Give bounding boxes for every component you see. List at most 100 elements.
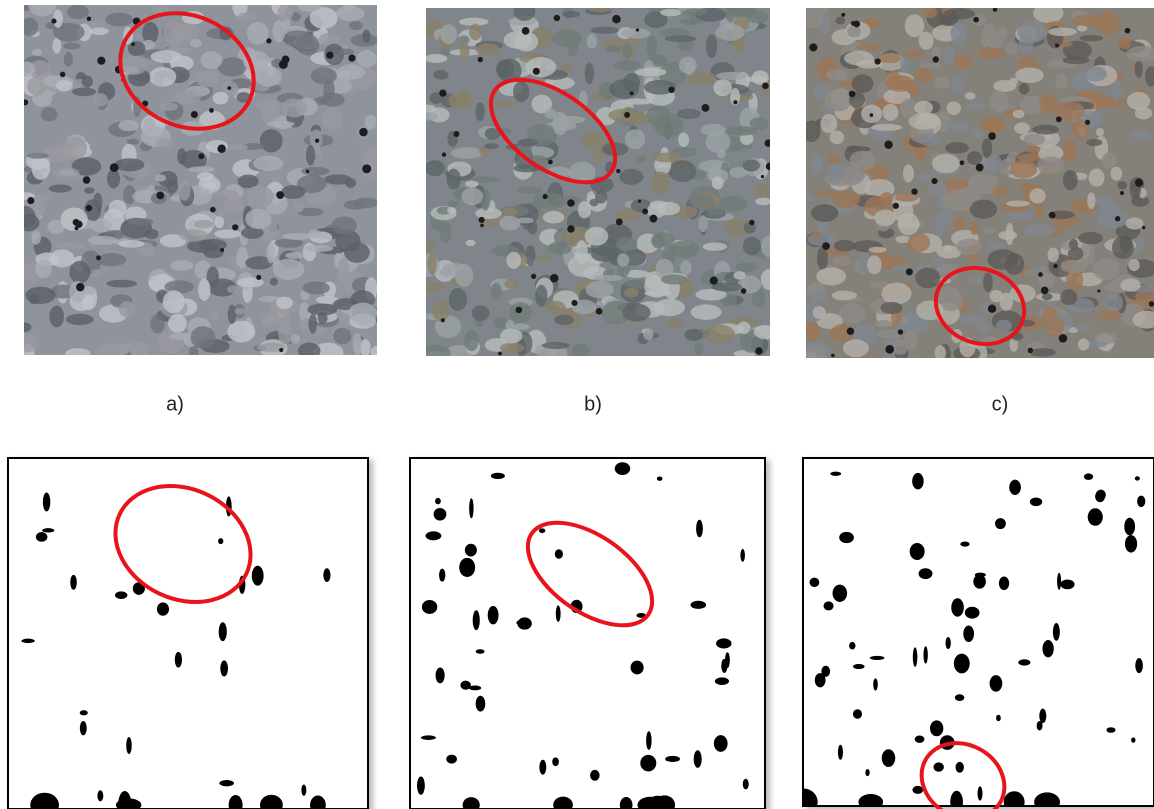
texture	[150, 314, 165, 333]
texture	[1135, 178, 1143, 186]
texture	[867, 255, 882, 274]
texture	[479, 217, 485, 223]
texture	[725, 3, 735, 22]
figure: a) b) c)	[0, 0, 1154, 809]
texture	[973, 17, 979, 23]
texture	[838, 745, 843, 760]
texture	[712, 176, 724, 189]
texture	[582, 131, 604, 148]
texture	[190, 326, 215, 349]
texture	[811, 153, 823, 176]
texture	[668, 317, 682, 330]
texture	[635, 68, 667, 76]
texture	[49, 305, 64, 327]
texture	[640, 755, 656, 772]
texture	[513, 81, 529, 102]
texture	[168, 314, 187, 333]
texture	[247, 22, 269, 45]
texture	[17, 322, 32, 332]
texture	[915, 147, 927, 161]
texture	[1017, 22, 1047, 43]
texture	[1135, 60, 1143, 78]
texture	[668, 87, 674, 93]
texture	[1097, 289, 1100, 292]
texture	[713, 79, 732, 96]
texture	[880, 302, 902, 314]
texture	[1060, 579, 1074, 589]
texture	[1131, 737, 1135, 742]
texture	[809, 578, 819, 587]
texture	[237, 12, 255, 22]
binary-b	[410, 458, 765, 809]
texture	[965, 92, 976, 100]
texture	[151, 50, 182, 63]
texture	[219, 622, 227, 641]
texture	[1006, 200, 1030, 206]
texture	[852, 74, 874, 93]
texture	[1048, 248, 1059, 263]
texture	[919, 568, 933, 579]
texture	[1018, 659, 1030, 665]
texture	[587, 34, 598, 49]
texture	[160, 103, 178, 111]
texture	[830, 472, 841, 476]
texture	[913, 647, 918, 666]
texture	[1102, 152, 1117, 168]
texture	[198, 279, 210, 301]
texture	[1061, 260, 1087, 273]
texture	[422, 600, 437, 614]
texture	[698, 215, 707, 232]
texture	[1030, 188, 1046, 203]
texture	[882, 749, 896, 767]
texture	[415, 112, 438, 120]
texture	[64, 52, 73, 67]
texture	[933, 257, 945, 268]
texture	[635, 156, 646, 162]
texture	[832, 190, 860, 208]
texture	[683, 9, 707, 16]
texture	[448, 91, 473, 109]
texture	[1137, 496, 1145, 507]
texture	[1030, 348, 1056, 357]
texture	[554, 15, 560, 21]
texture	[1128, 259, 1139, 271]
texture	[442, 152, 446, 156]
texture	[715, 24, 744, 41]
texture	[976, 164, 984, 172]
page: a) b) c) (() => { const data = JSON.pars…	[0, 0, 1154, 809]
texture	[1037, 156, 1064, 173]
texture	[943, 190, 973, 212]
texture	[531, 274, 536, 279]
texture	[1060, 289, 1077, 305]
texture	[832, 291, 857, 301]
texture	[195, 70, 220, 87]
texture	[740, 549, 745, 562]
texture	[19, 62, 36, 77]
texture	[982, 138, 992, 158]
texture	[742, 159, 759, 171]
texture	[923, 646, 927, 663]
texture	[970, 221, 978, 235]
texture	[107, 169, 120, 188]
texture	[25, 287, 55, 304]
texture	[1048, 28, 1077, 37]
texture	[935, 76, 950, 88]
texture	[322, 108, 343, 131]
texture	[362, 164, 371, 173]
texture	[1055, 43, 1059, 47]
texture	[338, 257, 349, 279]
texture	[545, 109, 557, 119]
texture	[733, 100, 737, 104]
texture	[843, 339, 869, 357]
texture	[706, 34, 717, 58]
texture	[649, 215, 657, 223]
texture	[642, 208, 648, 214]
texture	[849, 91, 856, 98]
texture	[424, 54, 447, 63]
texture	[163, 290, 185, 313]
texture	[308, 314, 317, 334]
texture	[308, 229, 321, 238]
texture	[956, 762, 964, 773]
texture	[97, 790, 103, 801]
texture	[447, 207, 456, 213]
